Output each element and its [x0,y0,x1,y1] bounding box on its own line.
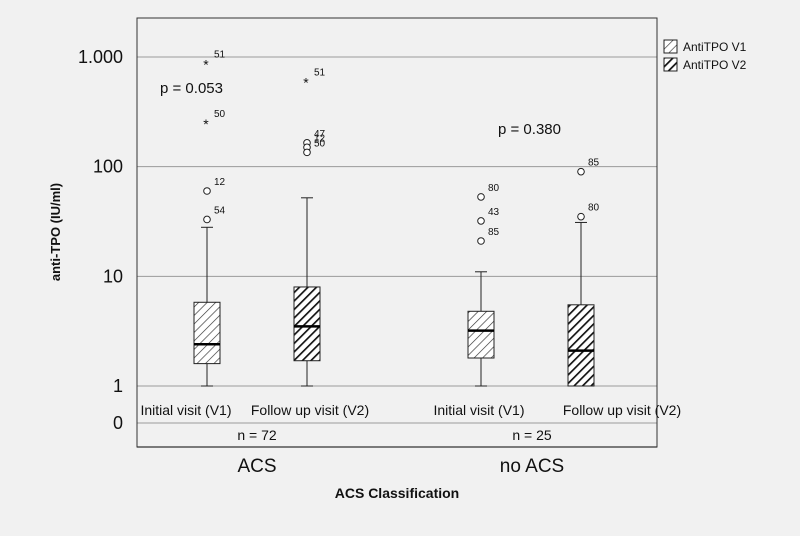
outlier-extreme-marker: * [203,116,209,132]
outlier-id-label: 51 [314,67,326,78]
legend-swatch [663,39,678,54]
group-label: ACS [237,456,276,477]
outlier-id-label: 12 [214,177,226,188]
outlier-marker [577,212,585,221]
y-tick-label: 1 [113,376,123,396]
legend-label: AntiTPO V2 [683,58,747,72]
outlier-id-label: 47 [314,129,326,140]
visit-label: Initial visit (V1) [433,402,524,418]
outlier-marker [203,215,211,224]
box [467,310,495,359]
outlier-id-label: 51 [214,50,226,61]
outlier-id-label: 85 [588,158,600,169]
outlier-marker [477,217,485,225]
outlier-id-label: 80 [588,203,600,214]
y-tick-label: 100 [93,157,123,177]
p-value-label: p = 0.053 [160,80,223,97]
visit-label: Follow up visit (V2) [251,402,369,418]
n-label: n = 72 [237,427,277,443]
n-label: n = 25 [512,427,552,443]
p-value-label: p = 0.380 [498,121,561,138]
y-tick-label: 1.000 [78,47,123,67]
y-tick-label: 0 [113,413,123,433]
box [293,286,321,362]
outlier-marker [477,193,485,201]
y-axis-title: anti-TPO (IU/ml) [48,183,63,281]
outlier-id-label: 50 [314,138,326,149]
outlier-id-label: 54 [214,205,226,216]
outlier-extreme-marker: * [303,74,309,90]
legend-swatch [663,57,678,72]
outlier-id-label: 85 [488,227,500,238]
box [193,301,221,365]
visit-label: Initial visit (V1) [140,402,231,418]
outlier-marker [203,187,211,195]
outlier-marker [477,237,485,245]
y-tick-label: 10 [103,266,123,286]
x-axis-title: ACS Classification [335,485,459,501]
outlier-id-label: 43 [488,207,500,218]
outlier-extreme-marker: * [203,57,209,73]
outlier-id-label: 80 [488,183,500,194]
box [567,304,595,387]
outlier-marker [303,148,311,157]
outlier-id-label: 50 [214,109,226,120]
visit-label: Follow up visit (V2) [563,402,681,418]
group-label: no ACS [500,456,564,477]
outlier-id-label: 12 [314,133,326,144]
legend-label: AntiTPO V1 [683,40,747,54]
outlier-marker [577,167,585,176]
